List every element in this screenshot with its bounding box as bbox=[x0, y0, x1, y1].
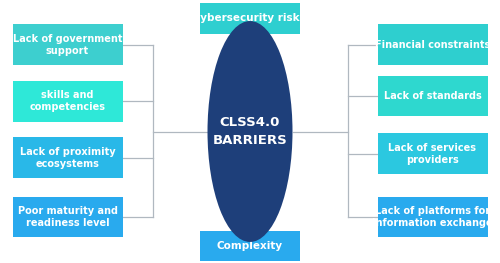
FancyBboxPatch shape bbox=[12, 24, 122, 65]
FancyBboxPatch shape bbox=[12, 197, 122, 237]
FancyBboxPatch shape bbox=[12, 137, 122, 178]
Text: Lack of proximity
ecosystems: Lack of proximity ecosystems bbox=[20, 147, 116, 169]
Ellipse shape bbox=[208, 21, 292, 242]
FancyBboxPatch shape bbox=[378, 134, 488, 174]
FancyBboxPatch shape bbox=[200, 231, 300, 261]
Text: Financial constraints: Financial constraints bbox=[375, 40, 490, 50]
Text: cybersecurity risks: cybersecurity risks bbox=[194, 13, 306, 23]
Text: CLSS4.0
BARRIERS: CLSS4.0 BARRIERS bbox=[212, 115, 288, 148]
Text: skills and
competencies: skills and competencies bbox=[30, 90, 106, 112]
Text: Lack of standards: Lack of standards bbox=[384, 91, 482, 101]
FancyBboxPatch shape bbox=[200, 3, 300, 33]
FancyBboxPatch shape bbox=[12, 81, 122, 122]
FancyBboxPatch shape bbox=[378, 24, 488, 65]
Text: Lack of platforms for
information exchange: Lack of platforms for information exchan… bbox=[372, 206, 493, 228]
Text: Poor maturity and
readiness level: Poor maturity and readiness level bbox=[18, 206, 117, 228]
Text: Lack of government
support: Lack of government support bbox=[13, 34, 122, 55]
FancyBboxPatch shape bbox=[378, 76, 488, 116]
Text: Complexity: Complexity bbox=[217, 241, 283, 251]
Text: Lack of services
providers: Lack of services providers bbox=[388, 143, 476, 165]
FancyBboxPatch shape bbox=[378, 197, 488, 237]
